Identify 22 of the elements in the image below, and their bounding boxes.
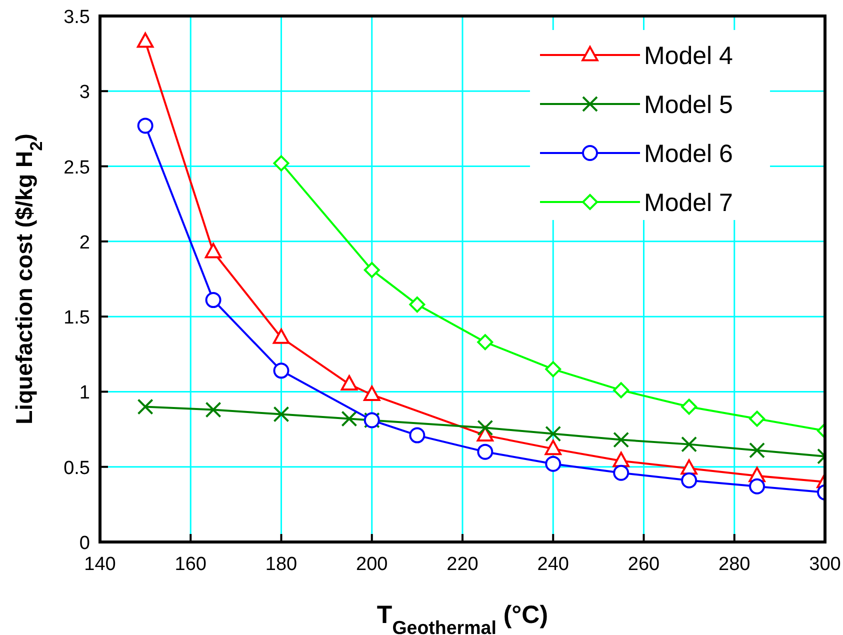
y-tick-label: 3: [79, 82, 90, 104]
y-tick-label: 0: [79, 533, 90, 554]
x-tick-label: 300: [809, 554, 841, 575]
legend-label: Model 7: [644, 189, 733, 217]
legend-label: Model 5: [644, 91, 733, 119]
y-tick-label: 3.5: [64, 7, 90, 28]
y-tick-label: 1: [79, 382, 90, 404]
x-tick-label: 280: [718, 554, 750, 575]
y-tick-label: 1.5: [64, 308, 90, 329]
y-tick-label: 2.5: [64, 157, 90, 178]
x-tick-label: 260: [628, 554, 660, 575]
legend-label: Model 4: [644, 42, 734, 70]
x-tick-label: 220: [446, 554, 478, 575]
x-tick-label: 200: [356, 554, 388, 575]
x-tick-label: 180: [265, 554, 298, 575]
y-tick-label: 0.5: [64, 458, 90, 479]
x-tick-label: 160: [174, 554, 206, 575]
legend-label: Model 6: [644, 140, 733, 168]
x-tick-label: 240: [537, 554, 569, 575]
y-tick-label: 2: [79, 232, 90, 254]
x-tick-label: 140: [84, 554, 116, 575]
x-axis-title: T$_{Geothermal}$ (°C): [376, 601, 548, 635]
